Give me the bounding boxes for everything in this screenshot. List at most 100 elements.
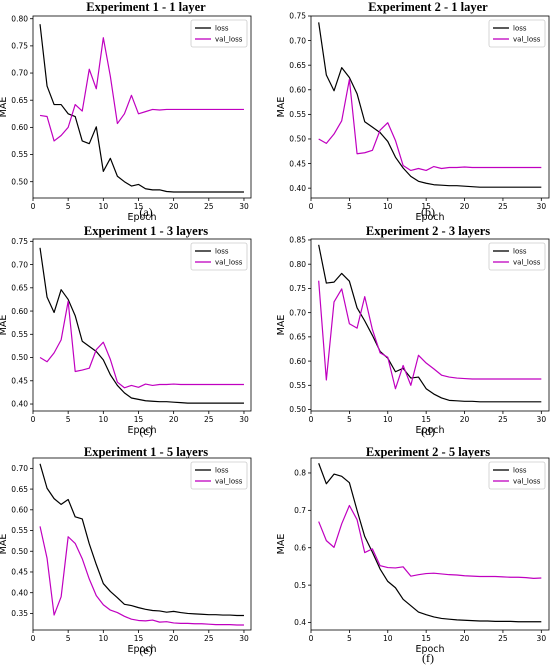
x-tick-label: 20: [169, 634, 179, 643]
chart-title: Experiment 2 - 1 layer: [368, 0, 488, 14]
series-line-val-loss: [318, 78, 542, 172]
y-tick-label: 0.7: [294, 506, 306, 515]
x-tick-label: 15: [134, 634, 144, 643]
y-tick-label: 0.35: [11, 609, 28, 618]
x-tick-label: 20: [460, 415, 470, 424]
x-tick-label: 0: [31, 415, 36, 424]
legend-label: val_loss: [215, 259, 243, 267]
x-tick-label: 0: [31, 634, 36, 643]
legend-label: loss: [215, 248, 229, 256]
chart-title: Experiment 1 - 3 layers: [84, 224, 208, 238]
x-tick-label: 15: [421, 202, 431, 211]
y-axis-label: MAE: [276, 534, 287, 555]
plot-frame: [310, 238, 550, 412]
x-tick-label: 20: [460, 202, 470, 211]
x-tick-label: 5: [66, 634, 71, 643]
x-axis-label: Epoch: [127, 212, 156, 223]
series-line-val-loss: [318, 280, 542, 390]
chart-title: Experiment 2 - 5 layers: [366, 445, 490, 459]
x-axis-label: Epoch: [127, 644, 156, 655]
legend: loss val_loss: [488, 461, 546, 490]
series-line-val-loss: [39, 526, 244, 626]
y-tick-label: 0.80: [289, 260, 306, 269]
series-line-loss: [39, 247, 244, 404]
series-line-loss: [318, 463, 542, 623]
x-tick-label: 5: [347, 634, 352, 643]
x-tick-label: 15: [421, 415, 431, 424]
legend: loss val_loss: [488, 242, 546, 271]
y-axis-label: MAE: [0, 97, 9, 118]
legend-box: [190, 461, 248, 490]
y-tick-label: 0.40: [11, 588, 28, 597]
y-tick-label: 0.60: [11, 123, 28, 132]
legend-box: [190, 19, 248, 48]
y-tick-label: 0.55: [11, 330, 28, 339]
x-tick-label: 20: [169, 202, 179, 211]
y-axis-label: MAE: [276, 315, 287, 336]
chart-panel-c: Experiment 1 - 3 layers 0 5 10 15 20 25 30 0.40 0…: [0, 224, 252, 438]
y-tick-label: 0.70: [289, 36, 306, 45]
y-tick-label: 0.60: [11, 307, 28, 316]
y-tick-label: 0.75: [289, 12, 306, 21]
y-tick-label: 0.45: [289, 159, 306, 168]
x-axis-label: Epoch: [415, 644, 444, 655]
chart-title: Experiment 1 - 1 layer: [86, 0, 206, 14]
y-tick-label: 0.50: [289, 135, 306, 144]
legend: loss val_loss: [190, 19, 248, 48]
series-line-loss: [318, 244, 542, 403]
y-tick-label: 0.85: [289, 236, 306, 245]
plot-frame: [32, 238, 252, 412]
y-tick-label: 0.65: [11, 284, 28, 293]
y-tick-label: 0.70: [11, 464, 28, 473]
x-tick-label: 25: [204, 202, 214, 211]
x-tick-label: 10: [99, 634, 109, 643]
legend-box: [488, 461, 546, 490]
x-tick-label: 15: [134, 415, 144, 424]
y-tick-label: 0.40: [289, 184, 306, 193]
panel-caption: (c): [139, 424, 152, 438]
y-tick-label: 0.70: [11, 69, 28, 78]
legend-box: [488, 19, 546, 48]
plot-frame: [310, 15, 550, 199]
y-tick-label: 0.80: [11, 14, 28, 23]
legend-label: val_loss: [513, 259, 541, 267]
y-tick-label: 0.55: [11, 526, 28, 535]
x-tick-label: 10: [383, 202, 393, 211]
x-tick-label: 15: [421, 634, 431, 643]
panel-caption: (e): [139, 643, 152, 657]
chart-panel-a: Experiment 1 - 1 layer 0 5 10 15 20 25 30 0.50 0.…: [0, 0, 252, 223]
x-tick-label: 25: [498, 634, 508, 643]
x-axis-label: Epoch: [415, 425, 444, 436]
x-tick-label: 0: [309, 415, 314, 424]
y-tick-label: 0.60: [289, 85, 306, 94]
y-tick-label: 0.65: [11, 485, 28, 494]
y-tick-label: 0.4: [294, 618, 306, 627]
x-tick-label: 5: [66, 202, 71, 211]
x-tick-label: 0: [309, 202, 314, 211]
y-tick-label: 0.60: [289, 357, 306, 366]
x-tick-label: 30: [239, 415, 249, 424]
legend-label: val_loss: [513, 36, 541, 44]
x-tick-label: 5: [347, 415, 352, 424]
y-tick-label: 0.75: [289, 284, 306, 293]
y-tick-label: 0.65: [11, 96, 28, 105]
x-tick-label: 25: [498, 415, 508, 424]
series-line-loss: [39, 24, 244, 193]
chart-panel-d: Experiment 2 - 3 layers 0 5 10 15 20 25 30 0.50 0…: [276, 224, 550, 438]
plot-frame: [32, 15, 252, 199]
legend-label: loss: [215, 467, 229, 475]
legend-label: loss: [513, 25, 527, 33]
y-tick-label: 0.70: [289, 308, 306, 317]
panel-caption: (f): [422, 651, 434, 665]
legend-label: val_loss: [215, 478, 243, 486]
y-axis-label: MAE: [0, 315, 9, 336]
plot-frame: [310, 457, 550, 631]
legend-label: val_loss: [215, 36, 243, 44]
x-tick-label: 30: [239, 634, 249, 643]
panel-caption: (d): [421, 424, 435, 438]
x-tick-label: 0: [309, 634, 314, 643]
legend-label: loss: [513, 248, 527, 256]
y-tick-label: 0.50: [11, 353, 28, 362]
y-tick-label: 0.5: [294, 581, 306, 590]
legend: loss val_loss: [488, 19, 546, 48]
